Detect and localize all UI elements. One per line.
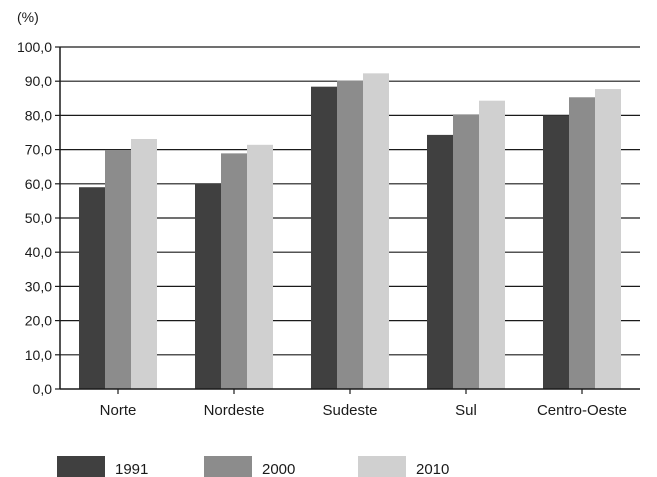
y-tick-label: 30,0: [25, 278, 52, 294]
bar-2010-sul: [479, 100, 505, 389]
y-tick-label: 20,0: [25, 313, 52, 329]
x-category-label: Centro-Oeste: [537, 402, 627, 419]
y-tick-label: 70,0: [25, 142, 52, 158]
y-tick-label: 50,0: [25, 210, 52, 226]
y-tick-label: 90,0: [25, 73, 52, 89]
bar-2010-centro-oeste: [595, 89, 621, 389]
bar-2010-norte: [131, 138, 157, 389]
bar-2000-norte: [105, 149, 131, 389]
bar-2010-sudeste: [363, 73, 389, 390]
bar-1991-norte: [79, 187, 105, 389]
x-category-label: Sudeste: [322, 402, 377, 419]
legend-label-1991: 1991: [115, 461, 148, 477]
bar-group: [79, 73, 621, 390]
y-tick-label: 60,0: [25, 176, 52, 192]
legend-label-2000: 2000: [262, 461, 295, 477]
bar-2000-sudeste: [337, 80, 363, 390]
bar-2000-centro-oeste: [569, 97, 595, 390]
y-tick-label: 40,0: [25, 244, 52, 260]
x-axis-labels: Norte Nordeste Sudeste Sul Centro-Oeste: [100, 389, 627, 419]
bar-1991-sul: [427, 134, 453, 389]
bar-2000-nordeste: [221, 153, 247, 389]
bar-2000-sul: [453, 114, 479, 390]
y-unit-label: (%): [17, 9, 39, 25]
legend-swatch-1991: [57, 456, 105, 477]
bar-1991-nordeste: [195, 183, 221, 389]
bar-2010-nordeste: [247, 144, 273, 389]
bar-1991-sudeste: [311, 86, 337, 389]
bar-1991-centro-oeste: [543, 115, 569, 390]
y-tick-label: 10,0: [25, 347, 52, 363]
legend-swatch-2000: [204, 456, 252, 477]
y-axis-ticks: 0,0 10,0 20,0 30,0 40,0 50,0 60,0 70,0 80,0 90,0 1…: [17, 39, 60, 397]
legend-swatch-2010: [358, 456, 406, 477]
y-tick-label: 80,0: [25, 107, 52, 123]
y-tick-label: 100,0: [17, 39, 52, 55]
y-tick-label: 0,0: [33, 381, 53, 397]
legend: 1991 2000 2010: [57, 456, 449, 477]
legend-label-2010: 2010: [416, 461, 449, 477]
x-category-label: Nordeste: [204, 402, 265, 419]
x-category-label: Sul: [455, 402, 477, 419]
x-category-label: Norte: [100, 402, 137, 419]
